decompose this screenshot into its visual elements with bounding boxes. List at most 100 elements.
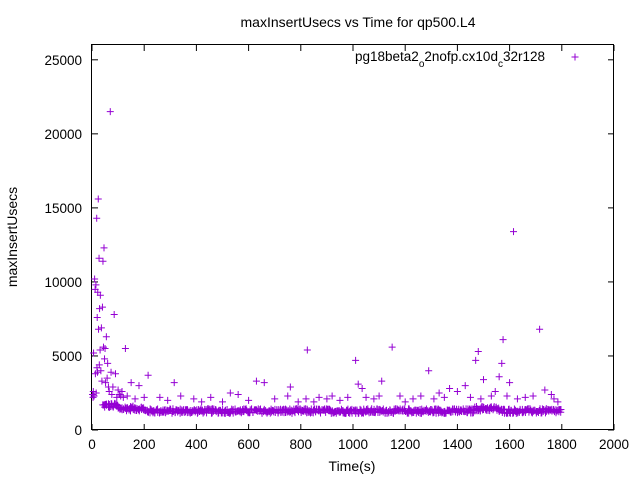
data-points [89, 108, 565, 417]
data-point [101, 355, 109, 363]
data-point [503, 392, 511, 400]
data-point [90, 349, 98, 357]
data-point [110, 311, 118, 318]
data-point [245, 396, 253, 404]
data-point [440, 393, 448, 401]
data-point [95, 325, 103, 333]
data-point [96, 305, 104, 313]
data-point [388, 343, 396, 351]
data-point [123, 392, 131, 400]
data-point [177, 392, 185, 400]
data-point [354, 380, 362, 388]
data-point [164, 396, 172, 404]
x-axis: 0 200 400 600 800 1000 1200 1400 1600 1800 2000 [88, 45, 629, 452]
data-point [252, 377, 260, 385]
data-point [495, 373, 503, 381]
data-point [550, 395, 558, 403]
data-point [541, 386, 549, 394]
data-point [453, 388, 461, 395]
data-point [98, 377, 106, 385]
data-point [477, 395, 485, 403]
data-point [144, 371, 152, 379]
data-point [118, 388, 126, 395]
x-axis-label: Time(s) [329, 458, 376, 474]
data-point [466, 393, 474, 401]
data-point [91, 275, 99, 283]
y-tick-label: 25000 [44, 53, 82, 68]
data-point [284, 392, 292, 400]
data-point [510, 228, 518, 236]
data-point [234, 390, 242, 398]
data-point [323, 395, 331, 403]
data-point [396, 392, 404, 400]
data-point [461, 382, 469, 390]
data-point [190, 395, 198, 403]
y-tick-label: 20000 [44, 127, 82, 142]
x-tick-label: 1200 [390, 437, 420, 452]
data-point [474, 348, 482, 356]
data-point [302, 395, 310, 403]
data-point [89, 393, 97, 401]
data-point [417, 392, 425, 400]
x-tick-label: 0 [88, 437, 96, 452]
data-point [97, 367, 105, 375]
data-point [140, 393, 148, 401]
data-point [156, 393, 164, 401]
data-point [92, 281, 100, 289]
data-point [89, 388, 97, 395]
x-tick-label: 1600 [495, 437, 525, 452]
data-point [109, 383, 117, 391]
data-point [358, 385, 366, 393]
data-point [102, 333, 110, 341]
data-point [89, 390, 97, 398]
data-point [472, 356, 480, 364]
data-point [108, 390, 116, 398]
x-tick-label: 600 [237, 437, 260, 452]
data-point [114, 386, 122, 394]
data-point [226, 389, 234, 397]
data-point [401, 398, 409, 406]
data-point [207, 393, 215, 401]
data-point [99, 257, 107, 265]
legend-subscript: c [498, 59, 503, 70]
data-point [96, 291, 104, 299]
data-point [97, 324, 105, 332]
data-point [487, 392, 495, 400]
y-tick-label: 0 [74, 423, 82, 438]
data-point [370, 395, 378, 403]
legend-marker [571, 53, 579, 61]
legend-text: 32r128 [503, 49, 545, 64]
data-point [271, 395, 279, 403]
data-point [103, 374, 111, 382]
data-point [135, 382, 143, 390]
data-point [352, 356, 360, 364]
plot-area [91, 44, 614, 430]
data-point [513, 395, 521, 403]
data-point [315, 393, 323, 401]
data-point [506, 379, 514, 387]
data-point [94, 195, 102, 203]
data-point [547, 390, 555, 398]
data-point [168, 409, 176, 417]
x-tick-label: 1800 [547, 437, 577, 452]
y-tick-label: 5000 [52, 349, 82, 364]
data-point [286, 383, 294, 391]
data-point [107, 368, 115, 376]
data-point [170, 379, 178, 387]
y-tick-label: 10000 [44, 275, 82, 290]
data-point [99, 343, 107, 351]
data-point [378, 377, 386, 385]
data-point [362, 393, 370, 401]
data-point [119, 393, 127, 401]
data-point [480, 376, 487, 384]
data-point [104, 359, 112, 367]
data-point [93, 368, 101, 376]
data-point [95, 361, 103, 369]
y-axis-label: maxInsertUsecs [4, 187, 20, 287]
y-tick-label: 15000 [44, 201, 82, 216]
data-point [303, 346, 311, 354]
legend-marker-plus [571, 53, 579, 61]
data-point [294, 398, 302, 406]
y-axis: 0 5000 10000 15000 20000 25000 [44, 53, 614, 438]
